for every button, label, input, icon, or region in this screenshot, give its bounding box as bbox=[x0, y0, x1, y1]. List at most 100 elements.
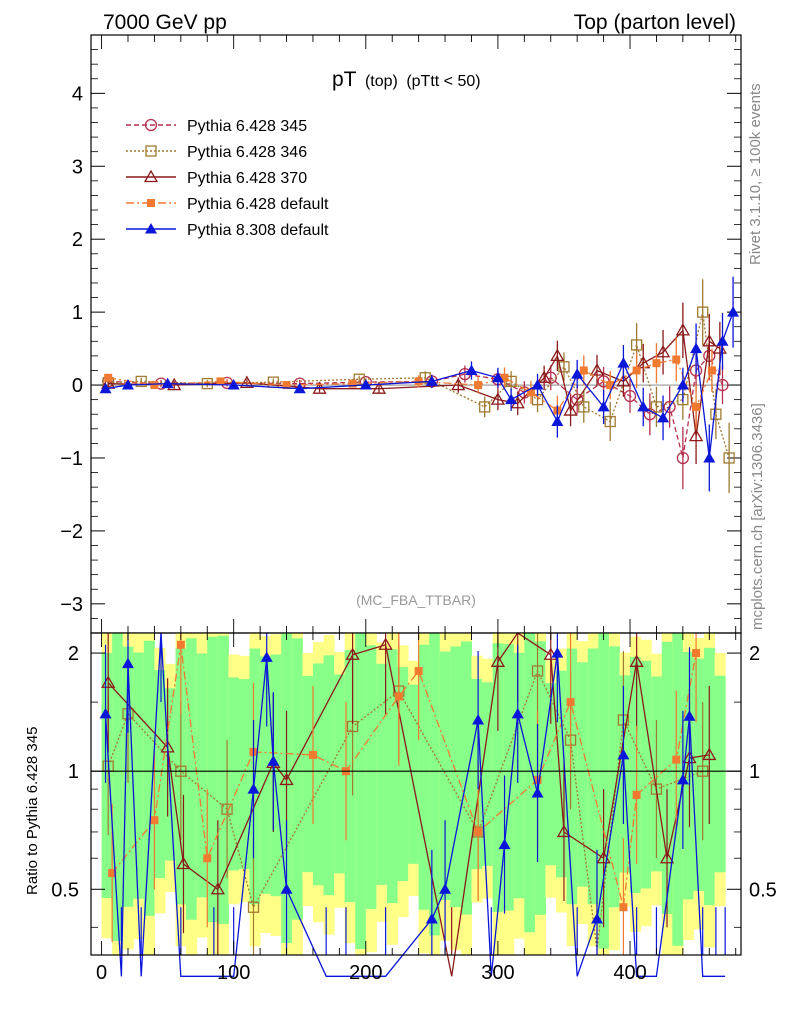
band-green bbox=[386, 649, 399, 904]
data-point bbox=[630, 339, 643, 351]
band-green bbox=[376, 663, 388, 885]
band-green bbox=[344, 650, 356, 902]
y-tick-label: 0 bbox=[72, 375, 83, 397]
band-green bbox=[270, 654, 282, 897]
band-green bbox=[503, 644, 515, 911]
band-green bbox=[450, 646, 462, 908]
band-green bbox=[154, 670, 166, 879]
ratio-y-tick-label: 2 bbox=[68, 643, 79, 665]
data-point bbox=[606, 381, 615, 390]
data-point bbox=[675, 323, 690, 336]
band-green bbox=[482, 682, 494, 866]
band-green bbox=[397, 667, 409, 882]
ratio-point bbox=[676, 773, 689, 785]
ratio-panel: 0.5 0.5 1 1 2 2 0 100 200 300 400 bbox=[51, 632, 777, 984]
legend-entry: Pythia 6.428 370 bbox=[126, 169, 307, 187]
ratio-point bbox=[280, 883, 293, 894]
band-green bbox=[302, 675, 314, 873]
data-point bbox=[676, 379, 689, 390]
legend-entry: Pythia 8.308 default bbox=[126, 222, 329, 239]
ratio-point bbox=[279, 772, 294, 786]
band-green bbox=[661, 641, 673, 915]
x-tick-label: 100 bbox=[217, 962, 250, 984]
band-green bbox=[238, 679, 251, 869]
band-green bbox=[323, 655, 335, 896]
y-tick-label: 3 bbox=[72, 156, 83, 178]
ratio-y-tick-label-right: 2 bbox=[749, 643, 760, 665]
data-point bbox=[707, 366, 716, 375]
legend-entry: Pythia 6.428 default bbox=[126, 196, 329, 213]
band-green bbox=[672, 633, 684, 946]
ratio-point bbox=[531, 786, 544, 798]
ratio-point bbox=[531, 665, 544, 677]
data-point bbox=[652, 359, 661, 368]
data-point bbox=[716, 335, 729, 346]
ratio-point bbox=[378, 637, 393, 650]
band-green bbox=[207, 636, 219, 923]
data-point bbox=[479, 401, 491, 413]
data-point bbox=[589, 363, 605, 376]
data-point bbox=[672, 355, 681, 364]
ratio-point bbox=[394, 692, 403, 701]
band-green bbox=[608, 646, 620, 908]
band-green bbox=[566, 648, 578, 905]
data-point bbox=[623, 389, 637, 403]
rivet-label: Rivet 3.1.10, ≥ 100k events bbox=[747, 83, 764, 265]
ratio-point bbox=[203, 854, 212, 863]
legend-marker bbox=[147, 199, 155, 207]
data-point bbox=[531, 379, 544, 390]
band-green bbox=[418, 644, 430, 910]
ratio-point bbox=[672, 755, 681, 764]
band-green bbox=[714, 675, 726, 873]
legend-marker bbox=[144, 118, 158, 132]
ratio-point bbox=[210, 881, 225, 895]
data-point bbox=[579, 366, 588, 375]
band-green bbox=[524, 633, 536, 933]
data-point bbox=[282, 381, 291, 390]
ratio-y-tick-label-right: 0.5 bbox=[749, 879, 777, 901]
ratio-point bbox=[551, 647, 564, 658]
data-point bbox=[632, 366, 641, 375]
band-green bbox=[492, 643, 504, 912]
ratio-point bbox=[247, 901, 260, 913]
data-point bbox=[491, 371, 504, 383]
data-point bbox=[425, 375, 438, 386]
data-point bbox=[353, 373, 365, 385]
band-green bbox=[408, 684, 420, 864]
data-point bbox=[563, 403, 578, 416]
data-point bbox=[500, 373, 509, 382]
ratio-point bbox=[345, 647, 360, 660]
legend: Pythia 6.428 345 Pythia 6.428 346 Pythia 6… bbox=[126, 118, 329, 239]
ratio-series-pythia-6-428-370 bbox=[101, 632, 717, 977]
ratio-point bbox=[308, 750, 317, 759]
ratio-point bbox=[108, 869, 117, 878]
band-green bbox=[439, 651, 451, 901]
ratio-point bbox=[176, 640, 185, 649]
band-green bbox=[334, 674, 346, 874]
ratio-point bbox=[566, 698, 575, 707]
ratio-line bbox=[111, 644, 697, 908]
y-tick-label: 4 bbox=[72, 83, 83, 105]
legend-label: Pythia 6.428 346 bbox=[187, 144, 307, 161]
watermark: (MC_FBA_TTBAR) bbox=[356, 592, 476, 608]
ratio-point bbox=[176, 856, 191, 870]
ratio-y-axis: 0.5 0.5 1 1 2 2 bbox=[51, 643, 777, 928]
band-green bbox=[513, 652, 525, 899]
band-green bbox=[365, 645, 377, 909]
data-point bbox=[537, 370, 552, 383]
band-green bbox=[587, 648, 599, 905]
ratio-point bbox=[267, 755, 280, 766]
data-point bbox=[697, 306, 709, 318]
ratio-y-label: Ratio to Pythia 6.428 345 bbox=[24, 727, 41, 895]
header-left: 7000 GeV pp bbox=[103, 11, 227, 34]
data-point bbox=[371, 381, 387, 394]
data-point bbox=[490, 392, 506, 405]
band-green bbox=[101, 653, 113, 899]
x-tick-label: 300 bbox=[481, 962, 514, 984]
ratio-point bbox=[474, 827, 483, 836]
band-green bbox=[112, 633, 124, 941]
data-point bbox=[293, 382, 306, 394]
data-point bbox=[571, 368, 584, 379]
band-green bbox=[228, 677, 240, 871]
main-panel: −3 −2 −1 0 1 2 3 4 bbox=[60, 34, 742, 634]
